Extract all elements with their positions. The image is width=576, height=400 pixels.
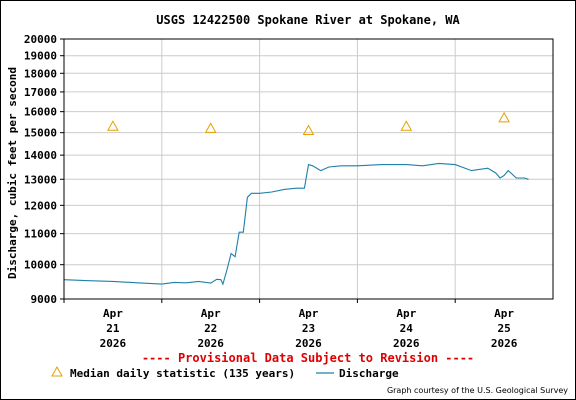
credit-text: Graph courtesy of the U.S. Geological Su…: [387, 386, 568, 395]
median-marker: [107, 120, 119, 131]
legend: Median daily statistic (135 years) Disch…: [51, 365, 399, 380]
discharge-series-line: [63, 162, 529, 286]
x-tick-label-month: Apr: [201, 307, 221, 320]
median-marker: [302, 124, 315, 136]
y-axis-ticks: 9000 10000 11000 12000 13000 14000 15000 16000 1…: [24, 33, 64, 306]
legend-median-label: Median daily statistic (135 years): [70, 367, 295, 380]
y-axis-label: Discharge, cubic feet per second: [6, 67, 19, 279]
y-tick-label: 9000: [31, 293, 58, 306]
y-tick-label: 10000: [24, 259, 57, 272]
gridlines: [63, 38, 553, 300]
x-axis-ticks: Apr 21 2026 Apr 22 2026 Apr 23 2026 Apr 24 2026 Apr 2…: [63, 299, 518, 350]
median-marker: [400, 120, 413, 131]
y-tick-label: 14000: [24, 149, 57, 162]
x-tick-label-day: 25: [497, 322, 510, 335]
x-tick-label-year: 2026: [491, 337, 518, 350]
y-tick-label: 17000: [24, 86, 57, 99]
provisional-banner: ---- Provisional Data Subject to Revisio…: [142, 351, 474, 365]
x-tick-label-month: Apr: [299, 307, 319, 320]
legend-discharge-label: Discharge: [339, 367, 399, 380]
median-marker: [498, 111, 510, 123]
y-tick-label: 18000: [24, 67, 57, 80]
x-tick-label-year: 2026: [197, 337, 224, 350]
median-marker: [204, 122, 217, 133]
chart-title: USGS 12422500 Spokane River at Spokane, …: [156, 13, 460, 27]
y-tick-label: 15000: [24, 127, 57, 140]
y-tick-label: 12000: [24, 199, 57, 212]
x-tick-label-year: 2026: [393, 337, 420, 350]
x-tick-label-day: 24: [400, 322, 414, 335]
x-tick-label-month: Apr: [103, 307, 123, 320]
y-tick-label: 13000: [24, 173, 57, 186]
x-tick-label-year: 2026: [100, 337, 127, 350]
y-tick-label: 11000: [24, 228, 57, 241]
y-tick-label: 19000: [24, 50, 57, 63]
x-tick-label-day: 23: [302, 322, 315, 335]
y-tick-label: 16000: [24, 106, 57, 119]
x-tick-label-month: Apr: [396, 307, 416, 320]
x-tick-label-year: 2026: [295, 337, 322, 350]
x-tick-label-day: 22: [204, 322, 217, 335]
y-tick-label: 20000: [24, 33, 57, 46]
x-tick-label-month: Apr: [494, 307, 514, 320]
plot-area: [64, 39, 553, 299]
x-tick-label-day: 21: [106, 322, 120, 335]
legend-median-marker: [51, 365, 63, 377]
plot-border: [63, 38, 554, 300]
median-markers: [107, 111, 510, 136]
